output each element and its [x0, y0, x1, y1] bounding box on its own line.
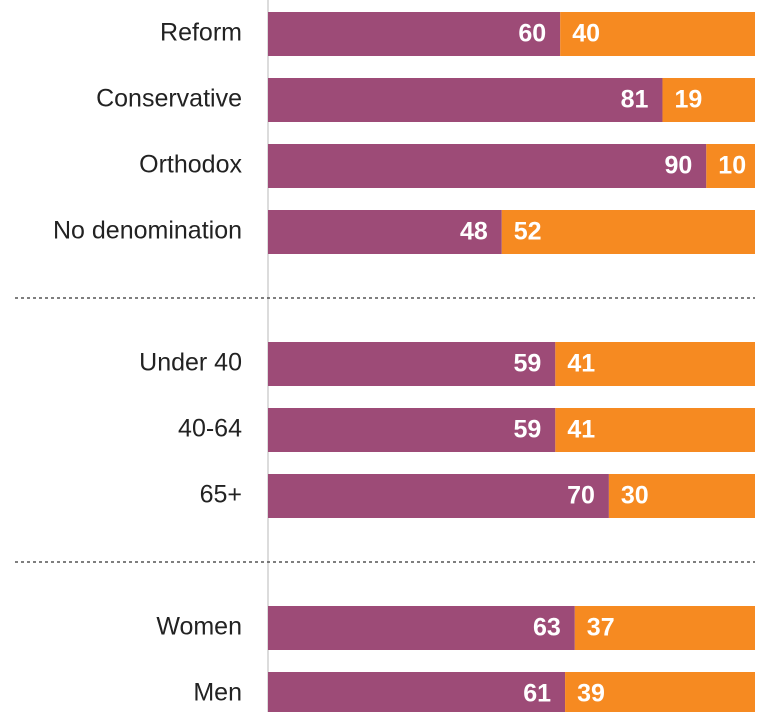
bar-segment	[268, 12, 561, 56]
category-label: 65+	[200, 481, 242, 509]
category-label: No denomination	[53, 217, 242, 245]
category-label: Orthodox	[139, 151, 242, 179]
bar-segment	[608, 474, 755, 518]
bar-segment	[268, 342, 556, 386]
value-label: 41	[567, 350, 595, 378]
value-label: 81	[621, 86, 649, 114]
bar-segment	[268, 144, 707, 188]
value-label: 19	[674, 86, 702, 114]
value-label: 30	[621, 482, 649, 510]
value-label: 59	[514, 350, 542, 378]
value-label: 70	[567, 482, 595, 510]
value-label: 63	[533, 614, 561, 642]
value-label: 10	[718, 152, 746, 180]
bar-segment	[268, 474, 609, 518]
bar-segment	[268, 408, 556, 452]
bar-segment	[501, 210, 755, 254]
category-label: Men	[193, 679, 242, 707]
value-label: 61	[523, 680, 551, 708]
category-label: Women	[156, 613, 242, 641]
category-label: 40-64	[178, 415, 242, 443]
bar-segment	[560, 12, 755, 56]
value-label: 37	[587, 614, 615, 642]
bar-segment	[662, 78, 755, 122]
value-label: 60	[518, 20, 546, 48]
value-label: 39	[577, 680, 605, 708]
value-label: 52	[514, 218, 542, 246]
value-label: 90	[664, 152, 692, 180]
bar-segment	[268, 210, 502, 254]
category-label: Under 40	[139, 349, 242, 377]
category-label: Reform	[160, 19, 242, 47]
bar-segment	[574, 606, 755, 650]
bar-segment	[565, 672, 755, 712]
value-label: 41	[567, 416, 595, 444]
bar-segment	[268, 606, 575, 650]
bar-segment	[706, 144, 755, 188]
value-label: 59	[514, 416, 542, 444]
bar-segment	[268, 78, 663, 122]
bar-segment	[268, 672, 566, 712]
category-label: Conservative	[96, 85, 242, 113]
bar-segment	[555, 408, 755, 452]
value-label: 40	[572, 20, 600, 48]
value-label: 48	[460, 218, 488, 246]
bar-segment	[555, 342, 755, 386]
